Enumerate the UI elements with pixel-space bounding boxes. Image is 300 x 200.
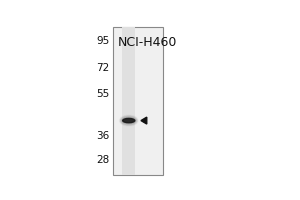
Ellipse shape [122,118,136,123]
Bar [113,27,163,175]
Ellipse shape [121,116,137,125]
Polygon shape [141,117,147,124]
Text: 72: 72 [96,63,110,73]
Text: NCI-H460: NCI-H460 [118,36,177,49]
Ellipse shape [122,117,136,124]
Text: 95: 95 [96,36,110,46]
Text: 55: 55 [96,89,110,99]
Text: 28: 28 [96,155,110,165]
Ellipse shape [123,118,135,123]
Text: 36: 36 [96,131,110,141]
Bar [122,27,135,175]
Ellipse shape [120,116,137,125]
